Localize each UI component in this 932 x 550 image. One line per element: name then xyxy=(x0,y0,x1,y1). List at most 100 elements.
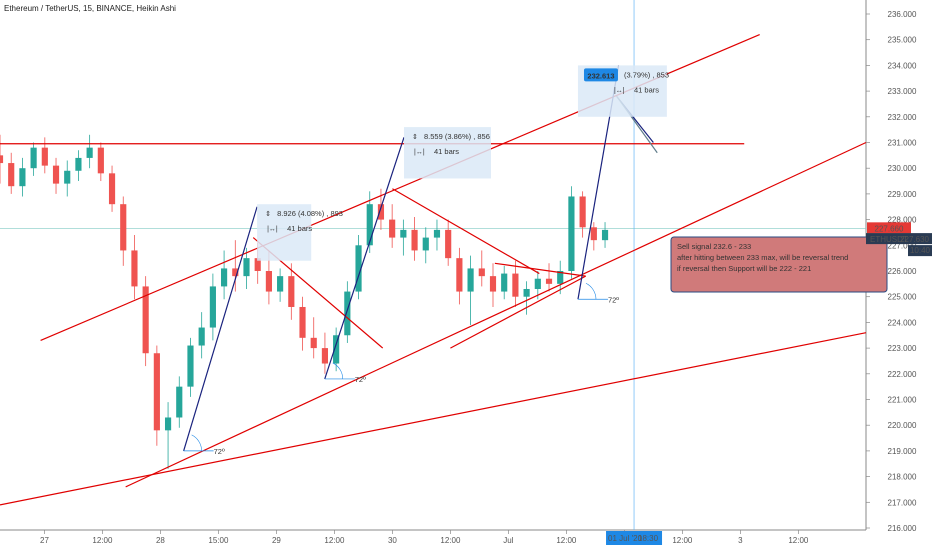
x-tick-label: Jul xyxy=(503,536,513,545)
candle-body xyxy=(557,271,564,284)
x-tick-label: 12:00 xyxy=(672,536,693,545)
measure-bars: 41 bars xyxy=(434,147,459,156)
y-tick-label: 225.000 xyxy=(888,293,917,302)
candle-body xyxy=(243,258,250,277)
crosshair-time-tag xyxy=(606,531,663,545)
y-tick-label: 236.000 xyxy=(888,10,917,19)
trend-line xyxy=(0,332,867,506)
candle-body xyxy=(232,268,239,277)
candle-body xyxy=(108,173,116,205)
y-tick-label: 217.000 xyxy=(888,498,917,507)
candle-body xyxy=(545,278,553,284)
candle-body xyxy=(86,147,93,158)
measure-bars: 41 bars xyxy=(287,224,312,233)
y-tick-label: 235.000 xyxy=(888,36,917,45)
candle-body xyxy=(0,155,4,164)
y-tick-label: 232.000 xyxy=(888,113,917,122)
candle-body xyxy=(344,291,351,336)
measure-text: 8.559 (3.86%) , 856 xyxy=(424,132,490,141)
angle-arc xyxy=(191,434,202,451)
measure-box xyxy=(257,204,312,261)
countdown-tag xyxy=(908,245,932,257)
symbol-tag xyxy=(866,233,932,245)
candle-body xyxy=(512,273,519,297)
crosshair-date: 01 Jul '20 xyxy=(608,534,643,543)
signal-note-line: if reversal then Support will be 222 - 2… xyxy=(677,264,811,273)
candle-body xyxy=(478,268,485,277)
candle-body xyxy=(400,229,407,238)
y-tick-label: 231.000 xyxy=(888,139,917,148)
angle-arc xyxy=(332,362,344,379)
symbol-price-label: 227.630 xyxy=(900,235,929,244)
candle-body xyxy=(523,288,530,297)
candle-body xyxy=(389,219,396,238)
candle-body xyxy=(433,229,441,238)
candle-body xyxy=(131,250,138,287)
candle-body xyxy=(590,227,597,241)
y-tick-label: 224.000 xyxy=(888,318,917,327)
x-tick-label: 12:00 xyxy=(788,536,809,545)
measure-bars: 41 bars xyxy=(634,85,659,94)
y-tick-label: 228.000 xyxy=(888,216,917,225)
candle-body xyxy=(52,165,60,184)
y-tick-label: 230.000 xyxy=(888,164,917,173)
y-tick-label: 221.000 xyxy=(888,396,917,405)
candle-body xyxy=(333,335,340,364)
x-tick-label: 12:00 xyxy=(92,536,113,545)
candle-body xyxy=(456,258,463,292)
candle-body xyxy=(164,417,172,431)
y-tick-label: 220.000 xyxy=(888,421,917,430)
candle-body xyxy=(568,196,575,271)
candle-body xyxy=(75,157,82,171)
bars-icon: |↔| xyxy=(267,226,278,233)
measure-box xyxy=(404,127,491,179)
countdown-label: 10:40 xyxy=(910,246,931,255)
y-tick-label: 219.000 xyxy=(888,447,917,456)
range-icon: ⇕ xyxy=(265,210,271,218)
candle-body xyxy=(467,268,474,292)
trend-line xyxy=(494,262,586,277)
trend-line xyxy=(125,141,867,488)
candle-body xyxy=(411,229,418,251)
price-tag-label: 227.660 xyxy=(875,224,904,233)
candle-body xyxy=(41,147,48,166)
symbol-tag-label: ETHUSDT xyxy=(870,235,908,244)
candle-body xyxy=(534,278,541,289)
angle-label: 72º xyxy=(214,447,225,456)
y-tick-label: 223.000 xyxy=(888,344,917,353)
candle-body xyxy=(422,237,429,251)
candle-body xyxy=(254,258,261,271)
candle-body xyxy=(120,204,127,251)
angle-label: 72º xyxy=(355,375,366,384)
price-badge xyxy=(583,68,618,82)
candle-body xyxy=(153,353,160,431)
x-tick-label: 30 xyxy=(388,536,397,545)
candle-body xyxy=(8,163,15,187)
y-tick-label: 218.000 xyxy=(888,473,917,482)
y-tick-label: 234.000 xyxy=(888,61,917,70)
candle-body xyxy=(19,168,26,187)
candle-body xyxy=(187,345,194,387)
y-tick-label: 222.000 xyxy=(888,370,917,379)
candle-body xyxy=(445,229,452,259)
range-icon: ⇕ xyxy=(412,133,418,141)
x-tick-label: 12:00 xyxy=(324,536,345,545)
crosshair-time: 18:30 xyxy=(638,534,659,543)
y-tick-label: 233.000 xyxy=(888,87,917,96)
candle-body xyxy=(97,147,104,174)
signal-note-line: after hitting between 233 max, will be r… xyxy=(677,253,848,262)
signal-note-line: Sell signal 232.6 - 233 xyxy=(677,242,751,251)
angle-label: 72º xyxy=(608,295,619,304)
candle-body xyxy=(310,337,317,349)
x-tick-label: 3 xyxy=(738,536,743,545)
candle-body xyxy=(30,147,37,169)
candle-body xyxy=(489,276,497,292)
measure-text: 8.926 (4.08%) , 893 xyxy=(277,209,343,218)
candle-body xyxy=(288,276,295,307)
x-tick-label: 12:00 xyxy=(556,536,577,545)
y-tick-label: 226.000 xyxy=(888,267,917,276)
candle-body xyxy=(501,273,508,292)
candle-body xyxy=(265,271,272,292)
